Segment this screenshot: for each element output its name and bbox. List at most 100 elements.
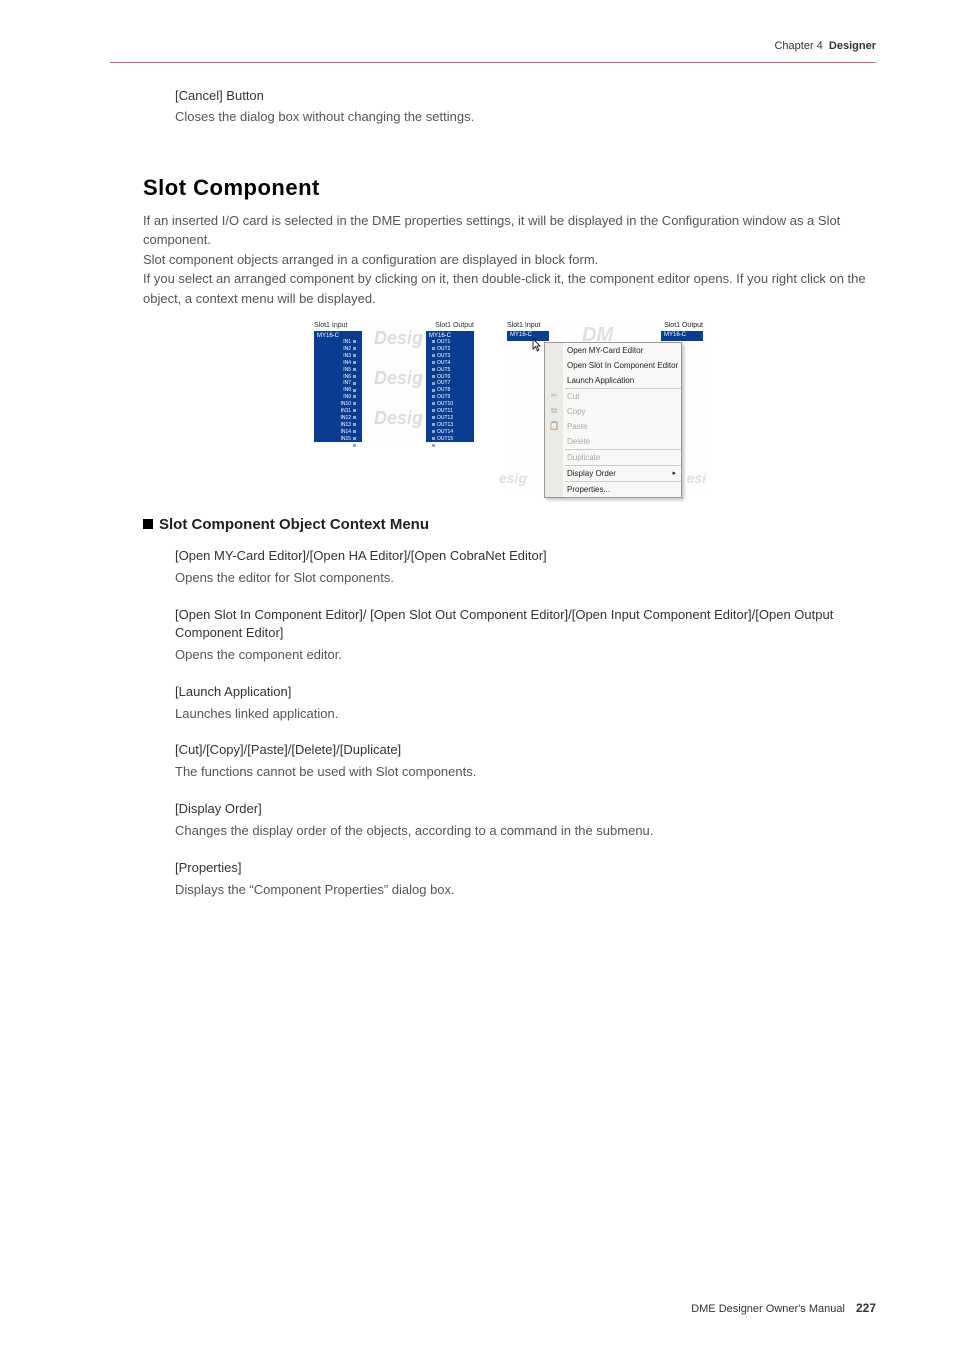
menu-item-title: [Cut]/[Copy]/[Paste]/[Delete]/[Duplicate… [175, 741, 875, 759]
menu-item-desc: The functions cannot be used with Slot c… [175, 762, 875, 782]
slot-output-caption: Slot1 Output [435, 322, 474, 329]
slot-input-caption: Slot1 Input [507, 322, 540, 329]
figures-row: Desig Desig Desig Slot1 Input Slot1 Outp… [143, 322, 875, 492]
menu-item-label: Properties... [567, 485, 610, 494]
output-port: OUT3 [432, 353, 471, 360]
chapter-label: Chapter 4 Designer [774, 40, 876, 52]
menu-item-title: [Launch Application] [175, 683, 875, 701]
output-port: OUT1 [432, 339, 471, 346]
context-menu-item[interactable]: Launch Application [545, 373, 681, 388]
header-divider [110, 62, 876, 63]
output-port: OUT15 [432, 436, 471, 443]
menu-item-label: Launch Application [567, 376, 634, 385]
output-port: OUT8 [432, 387, 471, 394]
menu-item-description-block: [Open Slot In Component Editor]/ [Open S… [175, 606, 875, 665]
slot-component-body: If an inserted I/O card is selected in t… [143, 211, 875, 309]
output-port: OUT9 [432, 394, 471, 401]
output-port: OUT16 [432, 443, 471, 450]
output-port: OUT12 [432, 415, 471, 422]
cancel-button-desc: Closes the dialog box without changing t… [175, 107, 875, 127]
menu-items-descriptions: [Open MY-Card Editor]/[Open HA Editor]/[… [175, 547, 875, 899]
input-port: IN7 [317, 380, 356, 387]
menu-item-label: Duplicate [567, 453, 600, 462]
output-port: OUT7 [432, 380, 471, 387]
context-menu-item: ✂ Cut [545, 389, 681, 404]
menu-item-desc: Opens the editor for Slot components. [175, 568, 875, 588]
slot-output-panel-bg: MY16-C [661, 331, 703, 341]
output-port: OUT13 [432, 422, 471, 429]
menu-item-title: [Open Slot In Component Editor]/ [Open S… [175, 606, 875, 642]
submenu-arrow-icon: ▸ [672, 469, 676, 477]
output-port: OUT5 [432, 367, 471, 374]
slot-input-panel-bg: MY16-C [507, 331, 549, 341]
slot-output-panel: MY16-C OUT1OUT2OUT3OUT4OUT5OUT6OUT7OUT8O… [426, 331, 474, 442]
bg-watermark: esi [687, 470, 706, 486]
input-port: IN16 [317, 443, 356, 450]
chapter-name: Designer [829, 40, 876, 52]
input-port: IN10 [317, 401, 356, 408]
input-port: IN13 [317, 422, 356, 429]
output-port: OUT2 [432, 346, 471, 353]
input-port: IN1 [317, 339, 356, 346]
output-port-list: OUT1OUT2OUT3OUT4OUT5OUT6OUT7OUT8OUT9OUT1… [429, 339, 471, 450]
menu-item-description-block: [Cut]/[Copy]/[Paste]/[Delete]/[Duplicate… [175, 741, 875, 782]
input-port: IN9 [317, 394, 356, 401]
cancel-button-title: [Cancel] Button [175, 88, 875, 103]
context-menu-item: ⧉Copy [545, 404, 681, 419]
slot-component-heading: Slot Component [143, 175, 875, 201]
bg-watermark: Desig [374, 408, 423, 429]
menu-item-label: Delete [567, 437, 590, 446]
menu-item-label: Open Slot In Component Editor [567, 361, 678, 370]
slot-input-caption: Slot1 Input [314, 322, 347, 329]
page-number: 227 [856, 1301, 876, 1315]
input-port-list: IN1IN2IN3IN4IN5IN6IN7IN8IN9IN10IN11IN12I… [317, 339, 359, 450]
output-port: OUT10 [432, 401, 471, 408]
input-port: IN4 [317, 360, 356, 367]
context-menu-item[interactable]: Open MY-Card Editor [545, 343, 681, 358]
bg-watermark: esig [499, 470, 527, 486]
menu-item-description-block: [Open MY-Card Editor]/[Open HA Editor]/[… [175, 547, 875, 588]
menu-item-title: [Display Order] [175, 800, 875, 818]
menu-item-icon: 📋 [548, 421, 560, 433]
page-footer: DME Designer Owner's Manual 227 [691, 1301, 876, 1315]
output-port: OUT4 [432, 360, 471, 367]
page-content: [Cancel] Button Closes the dialog box wi… [175, 88, 875, 917]
bg-watermark: Desig [374, 368, 423, 389]
menu-item-icon: ✂ [548, 391, 560, 403]
input-port: IN2 [317, 346, 356, 353]
chapter-prefix: Chapter 4 [774, 40, 822, 52]
context-menu-item: Duplicate [545, 450, 681, 465]
menu-item-title: [Open MY-Card Editor]/[Open HA Editor]/[… [175, 547, 875, 565]
menu-item-desc: Displays the “Component Properties” dial… [175, 880, 875, 900]
subheading-text: Slot Component Object Context Menu [159, 516, 429, 533]
input-port: IN14 [317, 429, 356, 436]
context-menu-item: Delete [545, 434, 681, 449]
slot-output-caption: Slot1 Output [664, 322, 703, 329]
slot-input-panel: MY16-C IN1IN2IN3IN4IN5IN6IN7IN8IN9IN10IN… [314, 331, 362, 442]
input-port: IN5 [317, 367, 356, 374]
context-menu: Open MY-Card Editor Open Slot In Componen… [544, 342, 682, 498]
context-menu-figure: DM esig esi Slot1 Input Slot1 Output MY1… [504, 322, 706, 492]
menu-item-desc: Changes the display order of the objects… [175, 821, 875, 841]
input-port: IN11 [317, 408, 356, 415]
menu-item-label: Paste [567, 422, 587, 431]
menu-item-description-block: [Display Order] Changes the display order… [175, 800, 875, 841]
menu-item-label: Open MY-Card Editor [567, 346, 643, 355]
menu-item-label: Display Order [567, 469, 616, 478]
menu-item-icon: ⧉ [548, 406, 560, 418]
context-menu-subheading: Slot Component Object Context Menu [143, 516, 875, 533]
menu-item-label: Cut [567, 392, 579, 401]
menu-item-desc: Launches linked application. [175, 704, 875, 724]
context-menu-item: 📋 Paste [545, 419, 681, 434]
input-port: IN3 [317, 353, 356, 360]
menu-item-description-block: [Properties]Displays the “Component Prop… [175, 859, 875, 900]
context-menu-item[interactable]: Open Slot In Component Editor [545, 358, 681, 373]
footer-text: DME Designer Owner's Manual [691, 1303, 845, 1315]
menu-item-desc: Opens the component editor. [175, 645, 875, 665]
output-port: OUT14 [432, 429, 471, 436]
input-port: IN12 [317, 415, 356, 422]
context-menu-item[interactable]: Display Order ▸ [545, 466, 681, 481]
output-port: OUT11 [432, 408, 471, 415]
context-menu-item[interactable]: Properties... [545, 482, 681, 497]
menu-item-description-block: [Launch Application] Launches linked appl… [175, 683, 875, 724]
